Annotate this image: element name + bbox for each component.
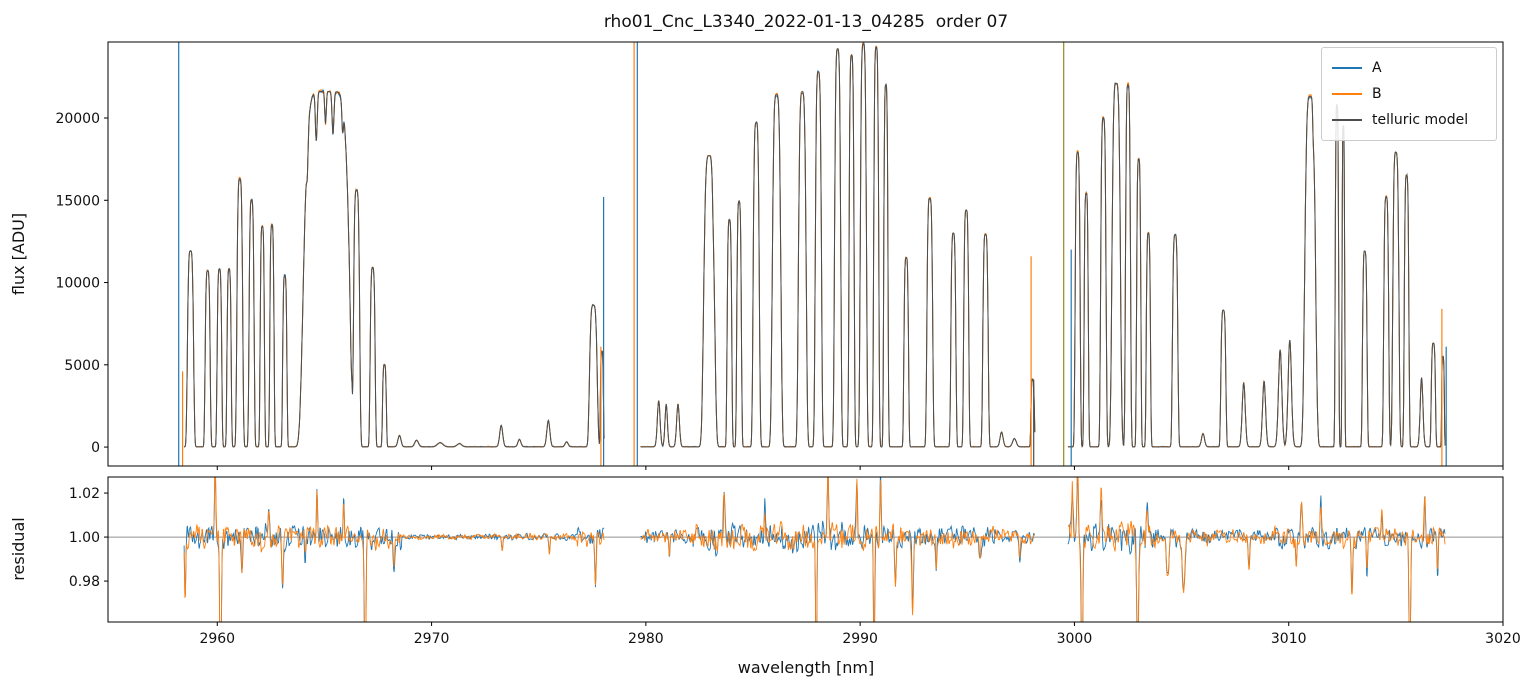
legend-entry-b: B: [1332, 81, 1486, 107]
legend-line-telluric-icon: [1332, 119, 1362, 121]
x-tick-label: 3020: [1485, 631, 1521, 647]
residual-A-segment-2: [1067, 477, 1446, 622]
flux-B-segment-0: [183, 89, 605, 448]
y-tick-label: 15000: [55, 193, 100, 209]
y-tick-label: 1.00: [69, 530, 100, 546]
x-tick-label: 2990: [842, 631, 878, 647]
x-tick-label: 2980: [628, 631, 664, 647]
x-tick-label: 2970: [414, 631, 450, 647]
y-tick-label: 5000: [64, 358, 100, 374]
residual-panel: [108, 477, 1503, 622]
y-tick-label: 10000: [55, 276, 100, 292]
flux-panel: [178, 42, 1447, 466]
legend: A B telluric model: [1321, 47, 1497, 141]
legend-entry-a: A: [1332, 55, 1486, 81]
legend-label-telluric: telluric model: [1372, 112, 1469, 128]
residual-B-segment-1: [640, 477, 1036, 622]
residual-B-segment-0: [183, 477, 605, 622]
flux-axis-label: flux [ADU]: [9, 213, 28, 295]
legend-label-a: A: [1372, 60, 1382, 76]
flux-A-segment-1: [640, 42, 1036, 448]
residual-A-segment-0: [183, 477, 605, 622]
y-tick-label: 1.02: [69, 486, 100, 502]
residual-axis-label: residual: [9, 517, 28, 580]
residual-panel-frame: [107, 476, 1504, 623]
legend-entry-telluric: telluric model: [1332, 107, 1486, 133]
telluric-model-segment-0: [184, 91, 605, 448]
telluric-model-segment-2: [1068, 82, 1446, 448]
y-tick-label: 20000: [55, 111, 100, 127]
x-tick-label: 3010: [1271, 631, 1307, 647]
x-tick-label: 2960: [199, 631, 235, 647]
legend-label-b: B: [1372, 86, 1382, 102]
legend-line-a-icon: [1332, 67, 1362, 69]
legend-line-b-icon: [1332, 93, 1362, 95]
y-tick-label: 0: [91, 440, 100, 456]
y-tick-label: 0.98: [69, 574, 100, 590]
residual-B-segment-2: [1067, 477, 1446, 622]
telluric-model-segment-1: [640, 43, 1036, 448]
x-axis-label: wavelength [nm]: [738, 658, 875, 677]
x-tick-label: 3000: [1057, 631, 1093, 647]
flux-panel-frame: [107, 41, 1504, 467]
flux-B-segment-1: [640, 42, 1036, 448]
flux-A-segment-0: [183, 89, 605, 448]
chart-title: rho01_Cnc_L3340_2022-01-13_04285 order 0…: [604, 12, 1008, 32]
